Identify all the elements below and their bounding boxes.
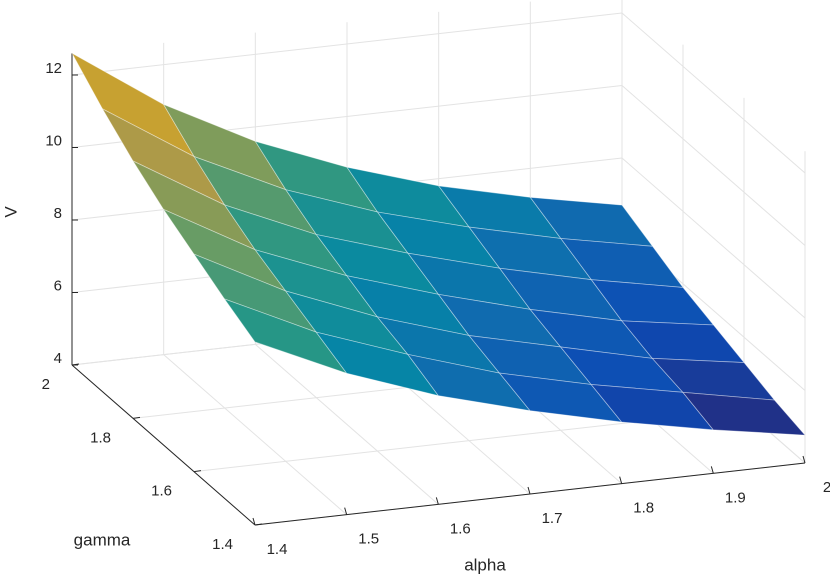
z-tick-label: 6	[54, 277, 62, 294]
x-tick-label: 1.7	[542, 510, 563, 527]
tick-mark	[619, 476, 623, 484]
y-tick-label: 1.4	[212, 536, 233, 553]
x-tick-label: 1.8	[633, 500, 654, 517]
x-tick-label: 1.4	[267, 541, 288, 558]
z-tick-label: 12	[45, 60, 62, 77]
grid-line	[163, 354, 347, 516]
y-tick-label: 1.8	[90, 429, 111, 446]
tick-mark	[71, 363, 80, 366]
tick-mark	[132, 416, 141, 419]
z-tick-label: 10	[45, 132, 62, 149]
grid-line	[71, 12, 623, 76]
x-tick-label: 2	[823, 479, 830, 496]
tick-mark	[254, 523, 263, 526]
y-axis-label: gamma	[74, 530, 131, 549]
x-axis-label: alpha	[464, 555, 506, 574]
x-tick-label: 1.9	[725, 489, 746, 506]
tick-mark	[710, 466, 714, 474]
y-tick-label: 1.6	[151, 483, 172, 500]
surface-patch	[681, 391, 806, 436]
z-axis-label: V	[1, 206, 20, 218]
tick-mark	[527, 486, 531, 495]
tick-mark	[252, 517, 256, 526]
grid-line	[621, 157, 806, 319]
surface-patch	[529, 196, 654, 247]
surface-patch	[651, 357, 776, 401]
x-tick-label: 1.6	[450, 520, 471, 537]
grid-line	[621, 85, 806, 246]
surface-patch	[590, 279, 715, 326]
z-tick-label: 4	[54, 350, 62, 367]
tick-mark	[193, 470, 202, 473]
z-tick-label: 8	[54, 205, 62, 222]
grid-line	[621, 12, 806, 174]
tick-mark	[802, 455, 806, 464]
surface-patch	[620, 320, 745, 363]
surface-patch	[559, 238, 684, 288]
tick-mark	[435, 497, 439, 505]
y-tick-label: 2	[42, 376, 50, 393]
x-tick-label: 1.5	[358, 531, 379, 548]
grid-line	[255, 343, 439, 505]
y-axis	[71, 364, 256, 526]
tick-mark	[344, 507, 348, 515]
